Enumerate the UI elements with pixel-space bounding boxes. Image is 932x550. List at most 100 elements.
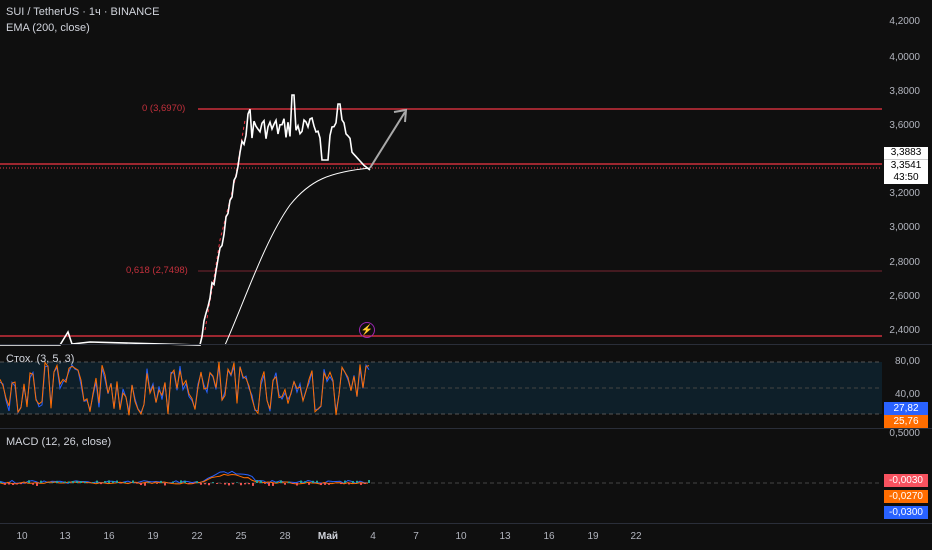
time-axis-label: 10 <box>16 531 28 542</box>
macd-histogram-bar <box>8 483 10 485</box>
macd-signal-badge: -0,0270 <box>884 490 928 503</box>
macd-histogram-bar <box>76 480 78 483</box>
macd-histogram-bar <box>40 480 42 483</box>
price-axis-label: 3,8000 <box>889 86 920 97</box>
macd-histogram-bar <box>60 482 62 483</box>
macd-histogram-bar <box>120 483 122 484</box>
macd-histogram-bar <box>228 483 230 486</box>
trend-dashed-line <box>204 119 246 331</box>
macd-histogram-bar <box>268 483 270 486</box>
time-axis-label: 16 <box>103 531 115 542</box>
macd-histogram-bar <box>216 483 218 484</box>
macd-legend[interactable]: MACD (12, 26, close) <box>6 436 112 448</box>
macd-histogram-bar <box>116 480 118 483</box>
macd-histogram-bar <box>364 483 366 485</box>
macd-histogram-bar <box>212 482 214 483</box>
macd-histogram-bar <box>24 483 26 484</box>
macd-histogram-bar <box>164 483 166 486</box>
time-axis-label: Май <box>317 531 339 542</box>
macd-axis-label: 0,5000 <box>889 428 920 439</box>
ema-legend[interactable]: EMA (200, close) <box>6 22 90 34</box>
macd-histogram-bar <box>240 483 242 486</box>
macd-histogram-bar <box>140 483 142 486</box>
symbol-legend[interactable]: SUI / TetherUS · 1ч · BINANCE <box>6 6 160 18</box>
macd-histogram-bar <box>0 481 2 483</box>
macd-histogram-bar <box>196 481 198 483</box>
stoch-d-line <box>0 361 370 416</box>
projection-arrow <box>369 111 406 169</box>
macd-histogram-bar <box>112 480 114 483</box>
macd-histogram-bar <box>184 480 186 483</box>
macd-histogram-bar <box>324 483 326 485</box>
macd-histogram-bar <box>84 481 86 483</box>
price-badge-group: 3,3883 3,3541 43:50 <box>884 147 928 184</box>
macd-histogram-bar <box>144 483 146 486</box>
ema-line <box>224 167 371 346</box>
time-axis-label: 4 <box>370 531 376 542</box>
time-axis-label: 19 <box>587 531 599 542</box>
macd-histogram-bar <box>296 483 298 486</box>
macd-histogram-bar <box>180 480 182 483</box>
macd-histogram-bar <box>356 480 358 483</box>
stoch-k-badge: 27,82 <box>884 402 928 415</box>
price-axis-label: 2,4000 <box>889 325 920 336</box>
macd-histogram-bar <box>192 483 194 484</box>
stoch-axis-label: 80,00 <box>894 356 920 367</box>
time-axis-label: 28 <box>279 531 291 542</box>
macd-histogram-bar <box>272 483 274 486</box>
macd-histogram-bar <box>248 483 250 485</box>
macd-histogram-bar <box>304 481 306 483</box>
time-axis-label: 13 <box>499 531 511 542</box>
pane-separator[interactable] <box>0 344 932 345</box>
time-axis-label: 22 <box>630 531 642 542</box>
time-axis-separator <box>0 523 932 524</box>
time-axis-label: 7 <box>413 531 419 542</box>
stoch-d-badge: 25,76 <box>884 415 928 428</box>
macd-histogram-bar <box>264 483 266 484</box>
macd-histogram-bar <box>36 483 38 486</box>
time-axis-label: 10 <box>455 531 467 542</box>
macd-histogram-bar <box>188 483 190 484</box>
fib-level-0-label[interactable]: 0 (3,6970) <box>142 103 186 114</box>
price-axis-label: 4,0000 <box>889 52 920 63</box>
pane-separator[interactable] <box>0 428 932 429</box>
current-price-badge: 3,3883 <box>884 147 928 160</box>
macd-histogram-bar <box>4 483 6 485</box>
macd-line-badge: -0,0300 <box>884 506 928 519</box>
ema-price-badge: 3,3541 <box>890 160 922 171</box>
macd-histogram-bar <box>104 481 106 483</box>
projection-arrow-head <box>393 108 408 123</box>
macd-histogram-bar <box>244 483 246 485</box>
macd-histogram-bar <box>12 483 14 486</box>
macd-histogram-bar <box>276 481 278 483</box>
macd-histogram-bar <box>148 482 150 483</box>
time-axis-label: 16 <box>543 531 555 542</box>
macd-histogram-bar <box>16 483 18 485</box>
stoch-legend[interactable]: Стох. (3, 5, 3) <box>6 353 75 365</box>
macd-histogram-bar <box>224 483 226 485</box>
macd-histogram-bar <box>204 483 206 485</box>
macd-histogram-bar <box>124 481 126 483</box>
macd-histogram-bar <box>20 483 22 485</box>
lightning-event-icon[interactable]: ⚡ <box>359 322 375 338</box>
macd-histogram-bar <box>132 480 134 483</box>
time-axis-label: 25 <box>235 531 247 542</box>
macd-histogram-bar <box>100 483 102 485</box>
macd-histogram-bar <box>292 483 294 484</box>
macd-histogram-bar <box>172 481 174 483</box>
macd-histogram-bar <box>232 483 234 485</box>
fib-level-618-label[interactable]: 0,618 (2,7498) <box>126 265 188 276</box>
macd-histogram-bar <box>312 480 314 483</box>
time-axis-label: 22 <box>191 531 203 542</box>
macd-histogram-bar <box>320 483 322 486</box>
stoch-axis-label: 40,00 <box>894 389 920 400</box>
macd-histogram-bar <box>348 483 350 485</box>
macd-histogram-bar <box>108 480 110 483</box>
macd-histogram-bar <box>68 481 70 483</box>
price-axis-label: 2,8000 <box>889 257 920 268</box>
macd-histogram-bar <box>52 482 54 483</box>
macd-histogram-bar <box>260 480 262 483</box>
macd-histogram-bar <box>300 480 302 483</box>
macd-histogram-bar <box>308 483 310 485</box>
